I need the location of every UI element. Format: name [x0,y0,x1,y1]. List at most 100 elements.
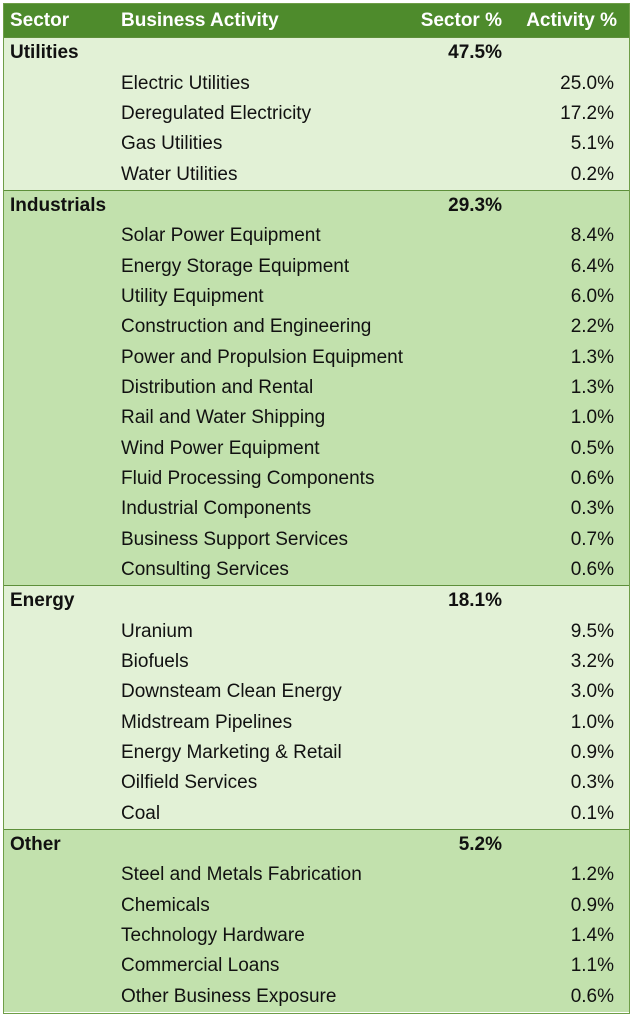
sector-group-utilities: Utilities 47.5% Electric Utilities 25.0% … [4,37,629,190]
sector-pct: 18.1% [448,590,502,612]
sector-group-industrials: Industrials 29.3% Solar Power Equipment 8… [4,189,629,586]
sector-row: Other 5.2% [4,830,629,860]
activity-row: Fluid Processing Components 0.6% [4,464,629,494]
activity-name: Steel and Metals Fabrication [121,864,362,886]
sector-pct: 47.5% [448,42,502,64]
activity-name: Wind Power Equipment [121,437,320,459]
activity-row: Solar Power Equipment 8.4% [4,221,629,251]
activity-row: Oilfield Services 0.3% [4,768,629,798]
activity-pct: 1.0% [570,711,614,733]
activity-pct: 0.6% [570,985,614,1007]
activity-row: Chemicals 0.9% [4,891,629,921]
activity-pct: 0.1% [570,802,614,824]
activity-pct: 0.3% [570,772,614,794]
activity-pct: 3.2% [570,651,614,673]
sector-row: Industrials 29.3% [4,191,629,221]
header-activity-pct: Activity % [526,9,617,31]
header-business-activity: Business Activity [121,9,279,31]
activity-pct: 9.5% [570,620,614,642]
activity-name: Consulting Services [121,559,289,581]
activity-row: Downsteam Clean Energy 3.0% [4,677,629,707]
activity-pct: 6.0% [570,285,614,307]
activity-row: Midstream Pipelines 1.0% [4,708,629,738]
activity-pct: 25.0% [560,72,614,94]
activity-row: Electric Utilities 25.0% [4,68,629,98]
activity-pct: 1.4% [570,925,614,947]
activity-pct: 0.6% [570,559,614,581]
activity-row: Construction and Engineering 2.2% [4,312,629,342]
activity-name: Energy Storage Equipment [121,255,350,277]
activity-pct: 0.9% [570,742,614,764]
activity-name: Energy Marketing & Retail [121,742,342,764]
activity-pct: 8.4% [570,225,614,247]
header-sector: Sector [10,9,70,31]
sector-name: Energy [10,590,75,612]
sector-pct: 29.3% [448,194,502,216]
activity-row: Gas Utilities 5.1% [4,129,629,159]
activity-row: Technology Hardware 1.4% [4,921,629,951]
activity-name: Downsteam Clean Energy [121,681,342,703]
activity-name: Industrial Components [121,498,312,520]
activity-pct: 0.5% [570,437,614,459]
activity-name: Solar Power Equipment [121,225,321,247]
activity-name: Utility Equipment [121,285,264,307]
activity-row: Wind Power Equipment 0.5% [4,433,629,463]
activity-row: Power and Propulsion Equipment 1.3% [4,342,629,372]
activity-row: Steel and Metals Fabrication 1.2% [4,860,629,890]
activity-pct: 3.0% [570,681,614,703]
activity-row: Consulting Services 0.6% [4,555,629,585]
activity-pct: 1.0% [570,407,614,429]
activity-pct: 6.4% [570,255,614,277]
sector-group-other: Other 5.2% Steel and Metals Fabrication 1… [4,828,629,1012]
sector-activity-table: Sector Business Activity Sector % Activi… [3,3,630,1014]
sector-name: Other [10,834,61,856]
activity-pct: 17.2% [560,102,614,124]
sector-group-energy: Energy 18.1% Uranium 9.5% Biofuels 3.2% Do… [4,585,629,829]
sector-row: Utilities 47.5% [4,38,629,68]
sector-name: Industrials [10,194,107,216]
activity-row: Other Business Exposure 0.6% [4,982,629,1012]
activity-name: Biofuels [121,651,189,673]
activity-pct: 0.6% [570,467,614,489]
sector-name: Utilities [10,42,79,64]
activity-name: Rail and Water Shipping [121,407,326,429]
header-sector-pct: Sector % [420,9,502,31]
activity-name: Power and Propulsion Equipment [121,346,404,368]
activity-row: Uranium 9.5% [4,617,629,647]
activity-pct: 0.3% [570,498,614,520]
activity-name: Uranium [121,620,193,642]
activity-name: Water Utilities [121,163,238,185]
activity-pct: 1.3% [570,376,614,398]
activity-name: Midstream Pipelines [121,711,293,733]
activity-row: Industrial Components 0.3% [4,494,629,524]
activity-row: Coal 0.1% [4,799,629,829]
activity-name: Oilfield Services [121,772,258,794]
activity-name: Commercial Loans [121,955,280,977]
activity-row: Energy Marketing & Retail 0.9% [4,738,629,768]
activity-row: Energy Storage Equipment 6.4% [4,251,629,281]
sector-row: Energy 18.1% [4,586,629,616]
activity-pct: 0.9% [570,894,614,916]
activity-row: Rail and Water Shipping 1.0% [4,403,629,433]
activity-name: Gas Utilities [121,133,223,155]
activity-name: Chemicals [121,894,210,916]
activity-name: Distribution and Rental [121,376,314,398]
activity-row: Business Support Services 0.7% [4,525,629,555]
activity-pct: 0.2% [570,163,614,185]
activity-name: Deregulated Electricity [121,102,312,124]
activity-pct: 5.1% [570,133,614,155]
activity-row: Distribution and Rental 1.3% [4,373,629,403]
activity-row: Commercial Loans 1.1% [4,951,629,981]
sector-pct: 5.2% [458,834,502,856]
activity-name: Coal [121,802,161,824]
activity-pct: 1.2% [570,864,614,886]
table-header: Sector Business Activity Sector % Activi… [4,4,629,37]
activity-name: Construction and Engineering [121,316,372,338]
activity-name: Technology Hardware [121,925,305,947]
activity-name: Fluid Processing Components [121,467,375,489]
activity-row: Utility Equipment 6.0% [4,282,629,312]
activity-pct: 1.3% [570,346,614,368]
activity-name: Other Business Exposure [121,985,337,1007]
activity-pct: 0.7% [570,528,614,550]
activity-row: Biofuels 3.2% [4,647,629,677]
